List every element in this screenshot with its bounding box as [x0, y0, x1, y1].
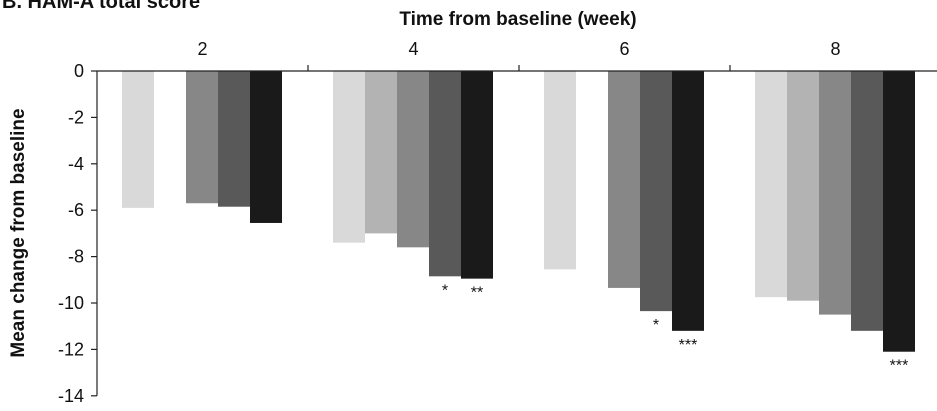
bar-week6-s1: [544, 71, 576, 270]
x-axis-title: Time from baseline (week): [399, 9, 636, 30]
bar-week8-s4: [851, 71, 883, 331]
axes-layer: 2 4 6 8 Time from baseline (week) 0 -2 -4 -6 -8 -1…: [8, 9, 937, 406]
y-tick-label: -8: [68, 247, 84, 267]
y-tick-label: -2: [68, 107, 84, 127]
significance-marker: ***: [679, 337, 698, 354]
bar-week8-s5: [883, 71, 915, 352]
y-tick-label: -10: [58, 293, 84, 313]
bar-week2-s4: [218, 71, 250, 207]
bar-week4-s2: [365, 71, 397, 234]
y-tick-label: -4: [68, 154, 84, 174]
bar-week4-s3: [397, 71, 429, 248]
bars-layer: [122, 71, 915, 352]
y-tick-label: -6: [68, 200, 84, 220]
y-tick-label: -12: [58, 339, 84, 359]
significance-marker: ***: [890, 358, 909, 375]
bar-week4-s5: [461, 71, 493, 279]
x-tick-label: 6: [619, 39, 629, 59]
significance-marker: **: [471, 285, 483, 302]
bar-week4-s4: [429, 71, 461, 277]
bar-week6-s4: [640, 71, 672, 312]
panel-title: B. HAM-A total score: [2, 0, 201, 13]
bar-week2-s5: [250, 71, 282, 223]
significance-marker: *: [653, 317, 659, 334]
x-tick-label: 4: [408, 39, 418, 59]
y-tick-label: -14: [58, 386, 84, 406]
y-tick-label: 0: [74, 61, 84, 81]
y-axis-title: Mean change from baseline: [8, 108, 29, 357]
x-tick-label: 2: [197, 39, 207, 59]
bar-week2-s3: [186, 71, 218, 204]
bar-week6-s3: [608, 71, 640, 288]
bar-week4-s1: [333, 71, 365, 243]
x-tick-label: 8: [830, 39, 840, 59]
annotations-layer: * *********: [442, 282, 908, 374]
bar-week8-s1: [755, 71, 787, 298]
bar-week6-s5: [672, 71, 704, 331]
bar-week8-s2: [787, 71, 819, 301]
bar-week8-s3: [819, 71, 851, 315]
significance-marker: *: [442, 282, 448, 299]
bar-week2-s1: [122, 71, 154, 208]
